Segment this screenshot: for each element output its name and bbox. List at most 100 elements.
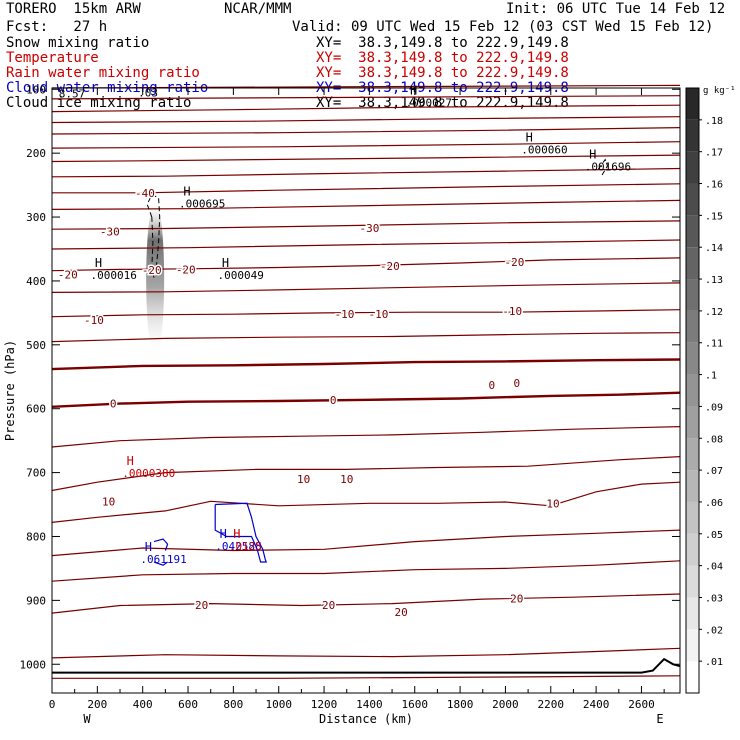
x-axis-west-label: W (83, 712, 91, 726)
extremum-marker: H (220, 527, 227, 541)
cloud-water-contour (153, 561, 168, 566)
y-tick-label: 400 (26, 275, 46, 288)
temperature-contour (51, 647, 681, 659)
contour-label: -40 (135, 187, 155, 200)
temperature-contour (51, 104, 681, 113)
y-tick-label: 200 (26, 147, 46, 160)
cloud-ice-contour (597, 158, 609, 178)
temperature-contour (51, 332, 681, 343)
y-tick-label: 1000 (20, 658, 47, 671)
temperature-contour (51, 426, 681, 448)
colorbar-label: .01 (705, 657, 723, 668)
extremum-marker: H (95, 256, 102, 270)
y-tick-label: 700 (26, 467, 46, 480)
legend-label: Snow mixing ratio (6, 35, 150, 51)
extremum-marker: H (183, 184, 190, 198)
colorbar-segment (686, 533, 699, 566)
extremum-value: .0000380 (122, 467, 175, 480)
y-tick-label: 600 (26, 403, 46, 416)
legend-label: Cloud ice mixing ratio (6, 95, 192, 111)
colorbar-segment (686, 342, 699, 375)
colorbar-label: .08 (705, 434, 723, 445)
contour-label: 0 (330, 394, 337, 407)
temperature-contour (51, 127, 681, 135)
temperature-contour (51, 154, 681, 163)
legend-xy: XY= 38.3,149.8 to 222.9,149.8 (316, 35, 569, 51)
x-tick-label: 800 (223, 698, 243, 711)
extremum-marker: H (233, 527, 240, 541)
colorbar-label: .14 (705, 243, 723, 254)
extremum-value: .042588 (215, 540, 261, 553)
x-tick-label: 400 (133, 698, 153, 711)
colorbar-unit: g kg⁻¹ (703, 86, 736, 96)
colorbar-label: .04 (705, 562, 723, 573)
contour-label: 20 (322, 599, 335, 612)
colorbar-segment (686, 470, 699, 502)
colorbar-label: .11 (705, 339, 723, 350)
colorbar-segment (686, 183, 699, 216)
colorbar-label: .12 (705, 307, 723, 318)
legend-label: Cloud water mixing ratio (6, 80, 209, 96)
contour-label: 0 (513, 377, 520, 390)
colorbar-label: .06 (705, 498, 723, 509)
colorbar-segment (686, 247, 699, 280)
y-axis-title: Pressure (hPa) (3, 340, 17, 441)
legend-xy: XY= 38.3,149.8 to 222.9,149.8 (316, 50, 569, 66)
colorbar-segment (686, 310, 699, 343)
x-axis-east-label: E (656, 712, 663, 726)
temperature-contour (51, 141, 681, 149)
x-tick-label: 0 (49, 698, 56, 711)
temperature-contour (51, 220, 681, 230)
y-tick-label: 900 (26, 594, 46, 607)
extremum-value: .061191 (140, 553, 186, 566)
temperature-contour (51, 529, 681, 557)
contour-label: 20 (195, 599, 208, 612)
colorbar-label: .03 (705, 593, 723, 604)
contour-label: 10 (546, 497, 559, 510)
temperature-contour (51, 199, 681, 210)
x-axis-title: Distance (km) (319, 712, 413, 726)
colorbar-label: .17 (705, 148, 723, 159)
terrain-line (52, 657, 681, 674)
contour-label: -10 (369, 308, 389, 321)
colorbar-segment (686, 438, 699, 471)
colorbar-label: .18 (705, 116, 723, 127)
colorbar-segment (686, 119, 699, 152)
colorbar-label: .09 (705, 402, 723, 413)
extremum-marker: H (589, 147, 596, 161)
temperature-contour (51, 282, 681, 293)
x-tick-label: 1800 (447, 698, 474, 711)
plot-frame (51, 87, 681, 694)
temperature-contour (51, 239, 681, 250)
x-tick-label: 1600 (401, 698, 428, 711)
contour-label: 10 (297, 473, 310, 486)
colorbar-label: .05 (705, 530, 723, 541)
contour-label: 10 (102, 495, 115, 508)
contour-label: -20 (505, 256, 525, 269)
temperature-contour (51, 116, 681, 124)
extremum-value: .000060 (521, 144, 567, 157)
temperature-contour (52, 183, 681, 194)
y-tick-label: 300 (26, 211, 46, 224)
contour-label: -20 (58, 269, 78, 282)
y-tick-label: 800 (26, 530, 46, 543)
corner-label: 8.57 (59, 88, 86, 101)
extremum-marker: H (145, 540, 152, 554)
temperature-contour (51, 167, 681, 178)
x-tick-label: 2200 (538, 698, 565, 711)
colorbar-segment (686, 565, 699, 598)
cloud-water-contour (153, 538, 169, 551)
init-time: Init: 06 UTC Tue 14 Feb 12 (506, 1, 726, 17)
x-tick-label: 1000 (265, 698, 292, 711)
colorbar-segment (686, 597, 699, 630)
contour-label: -10 (84, 314, 104, 327)
extremum-marker: H (127, 454, 134, 468)
contour-label: -20 (142, 264, 162, 277)
temperature-contour (52, 675, 681, 679)
valid-time: Valid: 09 UTC Wed 15 Feb 12 (03 CST Wed … (292, 19, 714, 35)
extremum-value: .000027 (406, 96, 452, 109)
colorbar-segment (686, 501, 699, 534)
contour-label: 0 (110, 398, 117, 411)
x-tick-label: 2000 (492, 698, 519, 711)
colorbar-segment (686, 629, 699, 662)
